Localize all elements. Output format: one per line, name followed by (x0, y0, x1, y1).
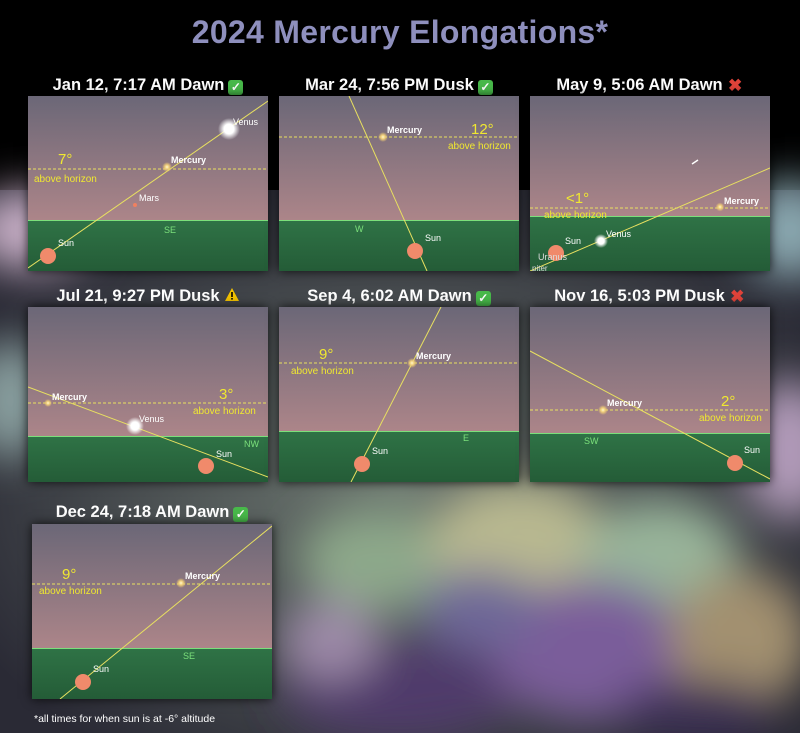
object-label: Venus (139, 414, 165, 424)
object-label: Sun (58, 238, 74, 248)
panel-caption: Nov 16, 5:03 PM Dusk ✖ (554, 287, 745, 306)
sky-panel: <1° above horizon Mercury Venus Sun Uran… (530, 96, 770, 271)
cross-icon: ✖ (730, 287, 745, 306)
panel-caption: Jan 12, 7:17 AM Dawn ✓ (28, 76, 268, 95)
object-label: Sun (565, 236, 581, 246)
compass-direction: SE (183, 651, 195, 661)
altitude-value: 3° (219, 386, 233, 403)
mercury-icon (162, 162, 172, 172)
altitude-value: 7° (58, 151, 72, 168)
compass-direction: W (355, 224, 364, 234)
ecliptic-line (59, 525, 272, 699)
altitude-value: 2° (721, 393, 735, 410)
altitude-text: above horizon (544, 210, 607, 221)
ecliptic-line (28, 386, 268, 478)
altitude-value: <1° (566, 190, 589, 207)
compass-direction: SW (584, 436, 599, 446)
warning-icon (224, 288, 239, 301)
sun-icon (407, 243, 423, 259)
object-label: Mercury (185, 571, 220, 581)
sky-panel: 2° above horizon Mercury Sun SW (530, 307, 770, 482)
object-label: Sun (744, 445, 760, 455)
object-label: Mercury (607, 398, 642, 408)
ecliptic-line (350, 307, 442, 482)
altitude-text: above horizon (699, 413, 762, 424)
object-label: Sun (216, 449, 232, 459)
ecliptic-line (530, 167, 770, 271)
compass-direction: NW (244, 439, 259, 449)
panel-caption: Jul 21, 9:27 PM Dusk (28, 287, 268, 306)
altitude-text: above horizon (39, 586, 102, 597)
sky-panel: 3° above horizon Mercury Venus Sun NW (28, 307, 268, 482)
panel-caption: Dec 24, 7:18 AM Dawn ✓ (32, 503, 272, 522)
sun-icon (75, 674, 91, 690)
panel-caption: Sep 4, 6:02 AM Dawn ✓ (279, 287, 519, 306)
altitude-text: above horizon (34, 174, 97, 185)
venus-icon (126, 417, 144, 435)
ecliptic-line (348, 96, 428, 271)
panel-caption: Mar 24, 7:56 PM Dusk ✓ (279, 76, 519, 95)
mercury-icon (407, 358, 417, 368)
altitude-text: above horizon (193, 406, 256, 417)
sky-panel: 9° above horizon Mercury Sun SE (32, 524, 272, 699)
object-label: Venus (233, 117, 259, 127)
altitude-text: above horizon (448, 141, 511, 152)
mercury-icon (598, 405, 608, 415)
altitude-value: 9° (319, 346, 333, 363)
sun-icon (727, 455, 743, 471)
object-label: Sun (372, 446, 388, 456)
mercury-icon (378, 132, 388, 142)
check-icon: ✓ (228, 80, 244, 95)
object-label: Mercury (387, 125, 422, 135)
object-label: Mercury (171, 155, 206, 165)
compass-direction: SE (164, 225, 176, 235)
mars-icon (133, 203, 137, 207)
check-icon: ✓ (477, 80, 493, 95)
object-label: Mercury (52, 392, 87, 402)
object-label: Sun (425, 233, 441, 243)
sun-icon (198, 458, 214, 474)
page-title: 2024 Mercury Elongations* (191, 14, 609, 50)
object-label: Uranus (538, 252, 568, 262)
venus-icon (218, 118, 240, 140)
altitude-value: 12° (471, 121, 494, 138)
venus-icon (594, 234, 608, 248)
object-label: piter (532, 264, 548, 271)
object-label: Mars (139, 193, 159, 203)
compass-direction: E (463, 433, 469, 443)
object-label: Mercury (416, 351, 451, 361)
footnote: *all times for when sun is at -6° altitu… (34, 713, 216, 725)
panel-caption: May 9, 5:06 AM Dawn ✖ (556, 76, 743, 95)
object-label: Sun (93, 664, 109, 674)
object-label: Mercury (724, 196, 759, 206)
altitude-text: above horizon (291, 366, 354, 377)
cross-icon: ✖ (728, 76, 743, 95)
mercury-icon (176, 578, 186, 588)
mercury-icon (44, 399, 52, 407)
sky-panel: 9° above horizon Mercury Sun E (279, 307, 519, 482)
check-icon: ✓ (475, 291, 491, 306)
sun-icon (354, 456, 370, 472)
altitude-value: 9° (62, 566, 76, 583)
mercury-icon (715, 202, 725, 212)
sun-icon (40, 248, 56, 264)
sky-panel: 12° above horizon Mercury Sun W (279, 96, 519, 271)
sky-panel: 7° above horizon Venus Mercury Mars Sun … (28, 96, 268, 271)
object-label: Venus (606, 229, 632, 239)
sun-icon (548, 245, 564, 261)
check-icon: ✓ (233, 507, 249, 522)
